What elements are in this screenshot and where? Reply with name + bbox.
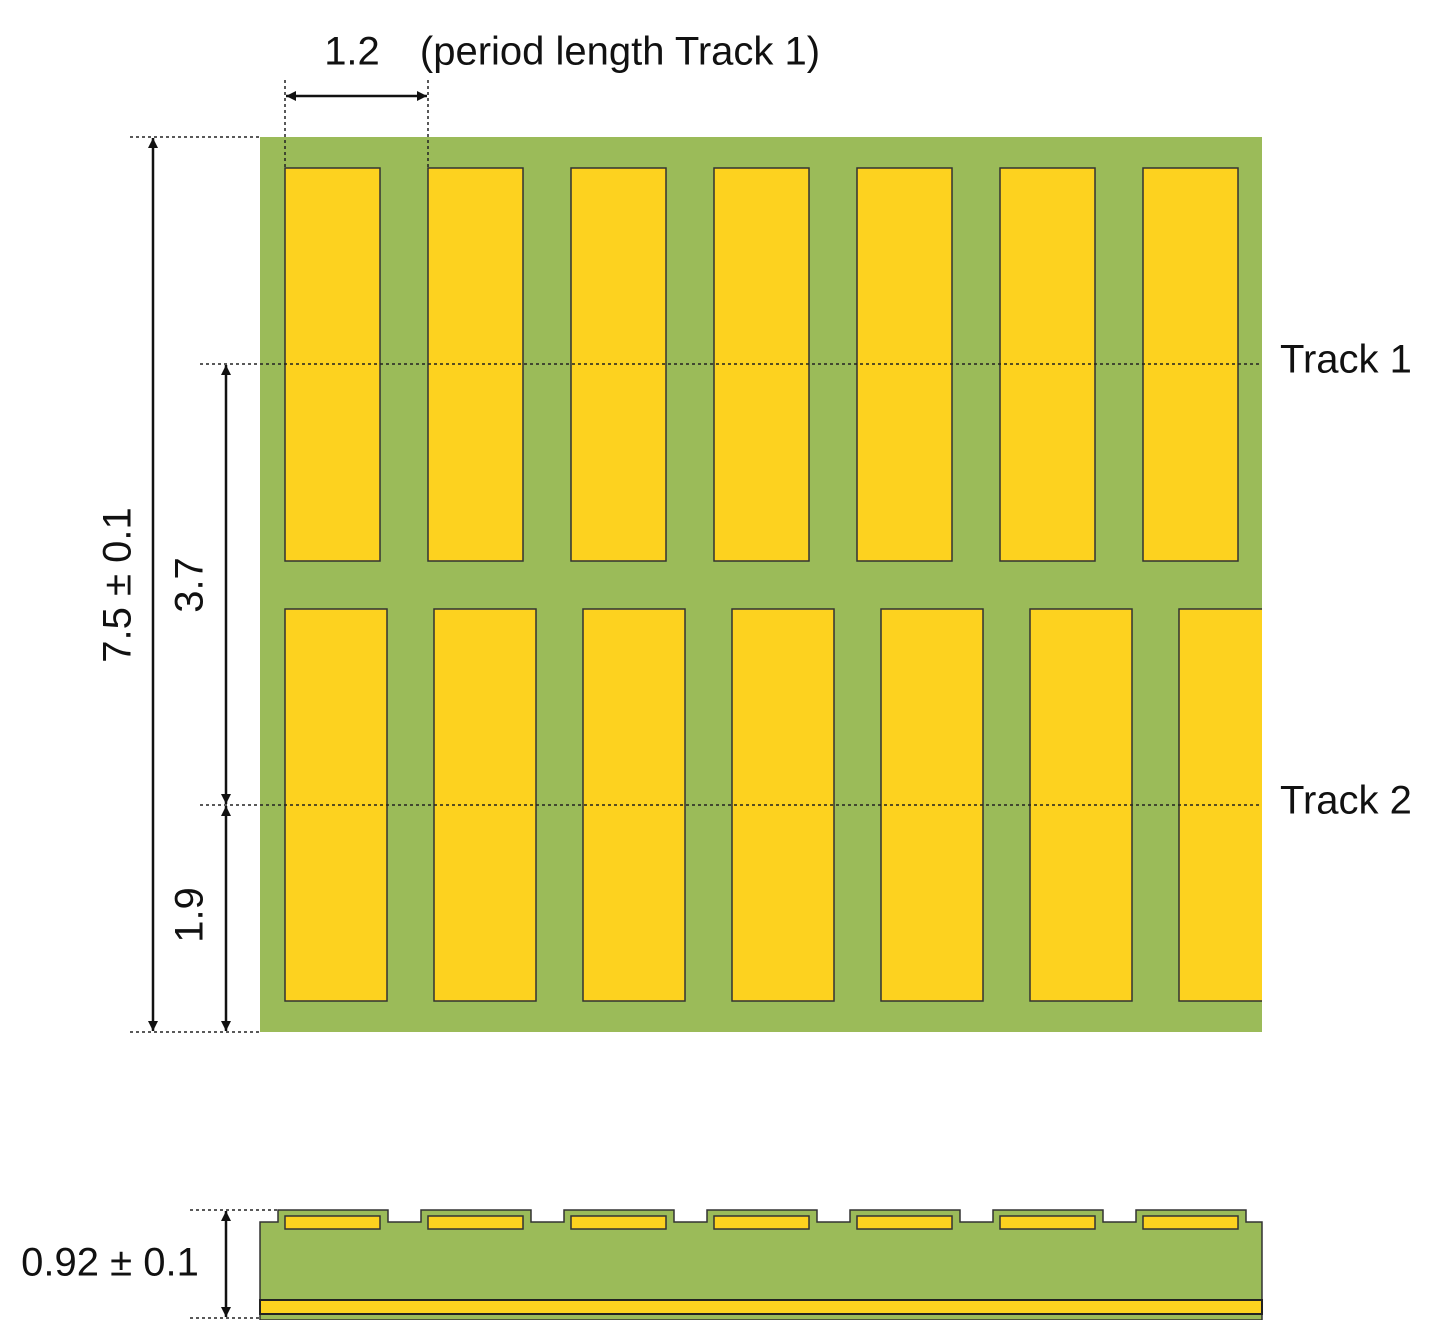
pad <box>570 1215 667 1230</box>
dim-label: 1.9 <box>168 887 212 943</box>
pad <box>999 1215 1096 1230</box>
track-label: Track 2 <box>1280 779 1412 823</box>
cross-section <box>259 1209 1263 1320</box>
dim-label: 7.5 ± 0.1 <box>96 507 140 662</box>
dim-note: (period length Track 1) <box>420 30 820 74</box>
pad <box>1178 608 1262 1002</box>
dim-label: 1.2 <box>324 30 380 74</box>
pad <box>1142 1215 1239 1230</box>
pad <box>284 1215 381 1230</box>
pad <box>1029 608 1133 1002</box>
pad <box>713 1215 810 1230</box>
dim-label: 3.7 <box>168 557 212 613</box>
pad <box>284 608 388 1002</box>
dim-label: 0.92 ± 0.1 <box>21 1241 199 1285</box>
base-layer <box>259 1299 1263 1315</box>
section-pads <box>284 1215 1239 1230</box>
pad <box>427 1215 524 1230</box>
track-label: Track 1 <box>1280 338 1412 382</box>
pad <box>856 1215 953 1230</box>
